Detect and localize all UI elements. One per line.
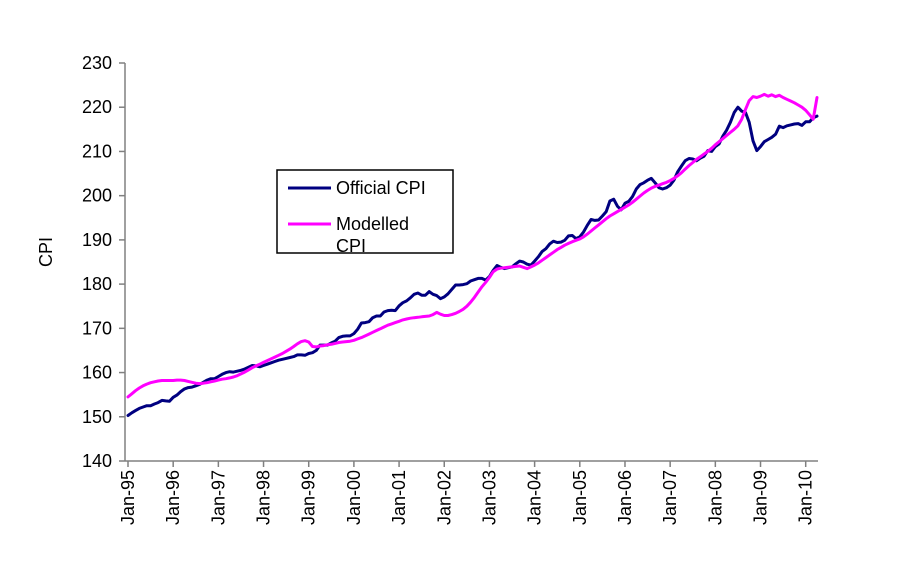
x-tick-label: Jan-10 [796,470,816,525]
legend-label-modelled-cpi: CPI [336,236,366,256]
x-tick-label: Jan-95 [118,470,138,525]
x-tick-label: Jan-02 [434,470,454,525]
y-tick-label: 150 [82,407,112,427]
y-tick-label: 160 [82,363,112,383]
y-tick-label: 210 [82,141,112,161]
y-tick-label: 190 [82,230,112,250]
x-tick-label: Jan-08 [705,470,725,525]
y-tick-label: 180 [82,274,112,294]
y-axis-title: CPI [36,237,56,267]
x-tick-label: Jan-00 [344,470,364,525]
modelled-cpi-line [126,92,819,399]
x-tick-label: Jan-03 [479,470,499,525]
x-tick-label: Jan-04 [525,470,545,525]
legend-box [276,169,454,254]
x-tick-label: Jan-01 [389,470,409,525]
x-tick-label: Jan-07 [660,470,680,525]
legend-label-modelled-cpi: Modelled [336,214,409,234]
legend-label-official-cpi: Official CPI [336,178,426,198]
x-tick-label: Jan-98 [254,470,274,525]
x-tick-label: Jan-05 [570,470,590,525]
x-tick-label: Jan-99 [299,470,319,525]
y-tick-label: 170 [82,318,112,338]
y-tick-label: 220 [82,97,112,117]
x-tick-label: Jan-97 [208,470,228,525]
y-tick-label: 200 [82,186,112,206]
x-tick-label: Jan-09 [751,470,771,525]
x-tick-label: Jan-06 [615,470,635,525]
y-tick-label: 230 [82,53,112,73]
y-tick-label: 140 [82,451,112,471]
x-tick-label: Jan-96 [163,470,183,525]
